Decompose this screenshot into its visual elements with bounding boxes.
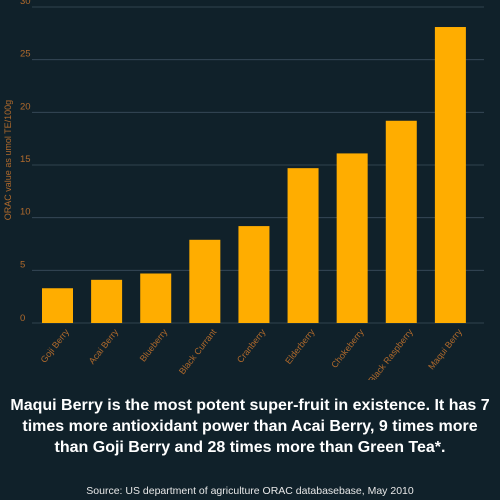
bar-chokeberry [336, 153, 368, 323]
source-note: Source: US department of agriculture ORA… [86, 485, 414, 497]
y-tick-label-25: 25 [20, 49, 31, 60]
x-tick-label: Black Raspberry [366, 327, 415, 380]
bar-goji-berry [42, 288, 73, 323]
x-tick-label: Chokeberry [329, 327, 366, 370]
bar-cranberry [238, 226, 270, 323]
y-tick-label-10: 10 [20, 207, 31, 218]
x-tick-label: Cranberry [235, 327, 268, 365]
y-axis-label: ORAC value as umol TE/100g [3, 100, 13, 220]
bar-acai-berry [91, 279, 123, 323]
bars [42, 27, 466, 323]
y-tick-label-5: 5 [20, 259, 25, 270]
bar-elderberry [287, 168, 319, 323]
x-tick-label: Elderberry [283, 327, 317, 366]
bar-black-raspberry [385, 120, 417, 323]
bar-blueberry [140, 273, 172, 323]
x-tick-label: Black Currant [177, 327, 219, 377]
y-tick-label-20: 20 [20, 101, 31, 112]
x-tick-label: Blueberry [138, 327, 170, 364]
gridlines [32, 6, 484, 324]
bar-maqui-berry [434, 27, 466, 323]
y-tick-label-15: 15 [20, 154, 31, 165]
bar-black-currant [189, 239, 221, 323]
caption-text: Maqui Berry is the most potent super-fru… [10, 397, 490, 456]
x-axis-ticks: Goji Berry Acai Berry Blueberry Black Curra… [39, 327, 465, 380]
y-axis-ticks: 0 5 10 15 20 25 30 [20, 0, 31, 324]
x-tick-label: Maqui Berry [426, 327, 464, 372]
y-tick-label-30: 30 [20, 0, 31, 7]
x-tick-label: Acai Berry [87, 327, 121, 366]
y-tick-label-0: 0 [20, 313, 25, 324]
x-tick-label: Goji Berry [39, 327, 72, 365]
bar-chart: 0 5 10 15 20 25 30 Goji Berry Acai Berry Blueber… [3, 0, 484, 380]
